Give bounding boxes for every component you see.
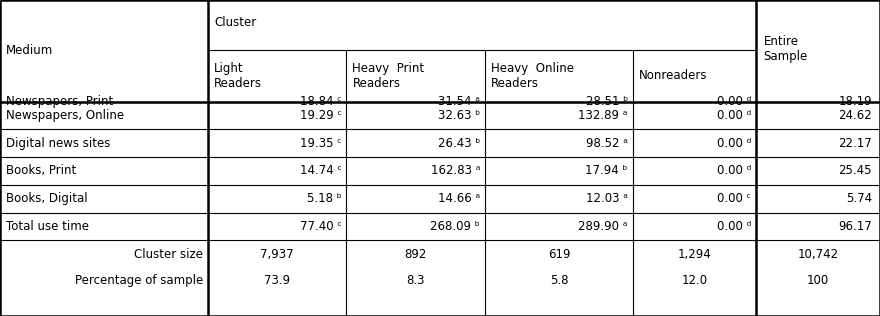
Text: 28.51 ᵇ: 28.51 ᵇ [585,95,627,108]
Text: 5.74: 5.74 [846,192,872,205]
Text: 32.63 ᵇ: 32.63 ᵇ [437,109,480,122]
Text: 14.74 ᶜ: 14.74 ᶜ [299,164,341,177]
Text: 12.03 ᵃ: 12.03 ᵃ [586,192,627,205]
Text: Entire
Sample: Entire Sample [764,35,808,63]
Text: Light
Readers: Light Readers [214,62,262,90]
Text: 18.19: 18.19 [839,95,872,108]
Text: 96.17: 96.17 [839,220,872,233]
Text: Digital news sites: Digital news sites [6,137,110,150]
Text: Newspapers, Online: Newspapers, Online [6,109,124,122]
Text: 25.45: 25.45 [839,164,872,177]
Text: 73.9: 73.9 [264,274,290,287]
Text: 5.8: 5.8 [550,274,568,287]
Text: 0.00 ᵈ: 0.00 ᵈ [717,137,752,150]
Text: 268.09 ᵇ: 268.09 ᵇ [430,220,480,233]
Text: 19.29 ᶜ: 19.29 ᶜ [299,109,341,122]
Text: Newspapers, Print: Newspapers, Print [6,95,114,108]
Text: Medium: Medium [6,44,54,57]
Text: 24.62: 24.62 [839,109,872,122]
Text: 0.00 ᵈ: 0.00 ᵈ [717,109,752,122]
Text: Cluster size: Cluster size [134,248,202,261]
Text: 0.00 ᵈ: 0.00 ᵈ [717,95,752,108]
Text: Percentage of sample: Percentage of sample [75,274,202,287]
Text: Cluster: Cluster [215,16,257,29]
Text: Nonreaders: Nonreaders [639,69,708,82]
Text: 77.40 ᶜ: 77.40 ᶜ [299,220,341,233]
Text: 100: 100 [807,274,829,287]
Text: Books, Digital: Books, Digital [6,192,88,205]
Text: 31.54 ᵃ: 31.54 ᵃ [438,95,480,108]
Text: 17.94 ᵇ: 17.94 ᵇ [585,164,627,177]
Text: 0.00 ᵈ: 0.00 ᵈ [717,164,752,177]
Text: 162.83 ᵃ: 162.83 ᵃ [430,164,480,177]
Text: Heavy  Print
Readers: Heavy Print Readers [352,62,424,90]
Text: 7,937: 7,937 [260,248,294,261]
Text: 0.00 ᶜ: 0.00 ᶜ [717,192,752,205]
Text: 19.35 ᶜ: 19.35 ᶜ [300,137,341,150]
Text: 12.0: 12.0 [682,274,708,287]
Text: Total use time: Total use time [6,220,89,233]
Text: 132.89 ᵃ: 132.89 ᵃ [578,109,627,122]
Text: 619: 619 [547,248,570,261]
Text: 892: 892 [405,248,427,261]
Text: 0.00 ᵈ: 0.00 ᵈ [717,220,752,233]
Text: 22.17: 22.17 [839,137,872,150]
Text: 10,742: 10,742 [797,248,839,261]
Text: 98.52 ᵃ: 98.52 ᵃ [586,137,627,150]
Text: 5.18 ᵇ: 5.18 ᵇ [306,192,341,205]
Text: 1,294: 1,294 [678,248,712,261]
Text: 289.90 ᵃ: 289.90 ᵃ [578,220,627,233]
Text: 14.66 ᵃ: 14.66 ᵃ [438,192,480,205]
Text: Books, Print: Books, Print [6,164,77,177]
Text: 8.3: 8.3 [407,274,425,287]
Text: 26.43 ᵇ: 26.43 ᵇ [437,137,480,150]
Text: 18.84 ᶜ: 18.84 ᶜ [300,95,341,108]
Text: Heavy  Online
Readers: Heavy Online Readers [491,62,574,90]
